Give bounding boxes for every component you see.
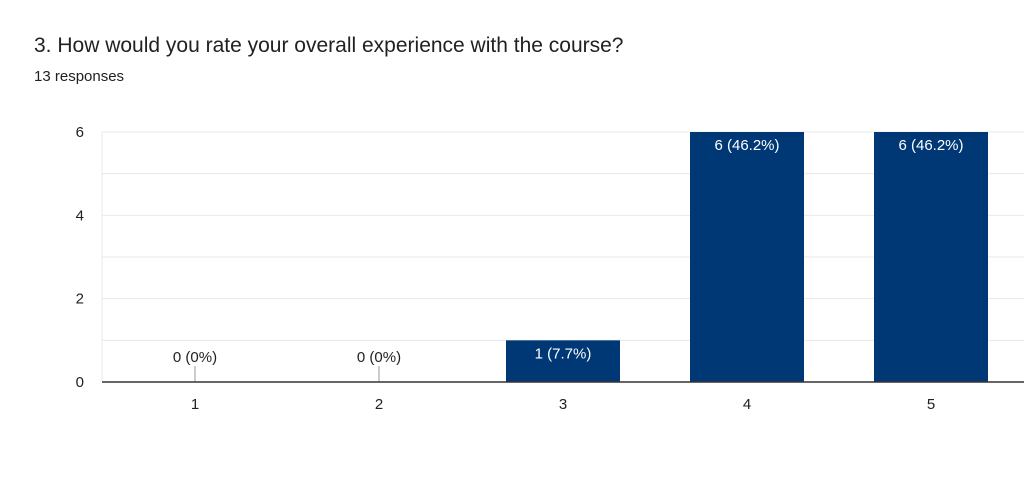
x-tick-label: 2 [375,396,383,413]
y-tick-label: 0 [76,374,84,391]
data-label: 0 (0%) [357,349,401,366]
y-tick-label: 6 [76,124,84,141]
bar-4 [690,132,804,382]
bars [194,132,988,382]
x-tick-label: 4 [743,396,751,413]
axes: 0 2 4 6 1 2 3 4 5 [76,124,1024,413]
data-label: 0 (0%) [173,349,217,366]
data-label: 1 (7.7%) [535,345,592,362]
y-tick-label: 2 [76,291,84,308]
question-title: 3. How would you rate your overall exper… [34,34,624,57]
data-label: 6 (46.2%) [714,137,779,154]
x-tick-label: 5 [927,396,935,413]
response-count: 13 responses [34,68,125,85]
x-tick-label: 1 [191,396,199,413]
y-tick-label: 4 [76,207,84,224]
data-labels: 0 (0%) 0 (0%) 1 (7.7%) 6 (46.2%) 6 (46.2%) [173,137,964,366]
gridlines [101,131,1024,382]
bar-5 [874,132,988,382]
bar-3 [506,340,620,382]
data-label: 6 (46.2%) [898,137,963,154]
x-tick-label: 3 [559,396,567,413]
